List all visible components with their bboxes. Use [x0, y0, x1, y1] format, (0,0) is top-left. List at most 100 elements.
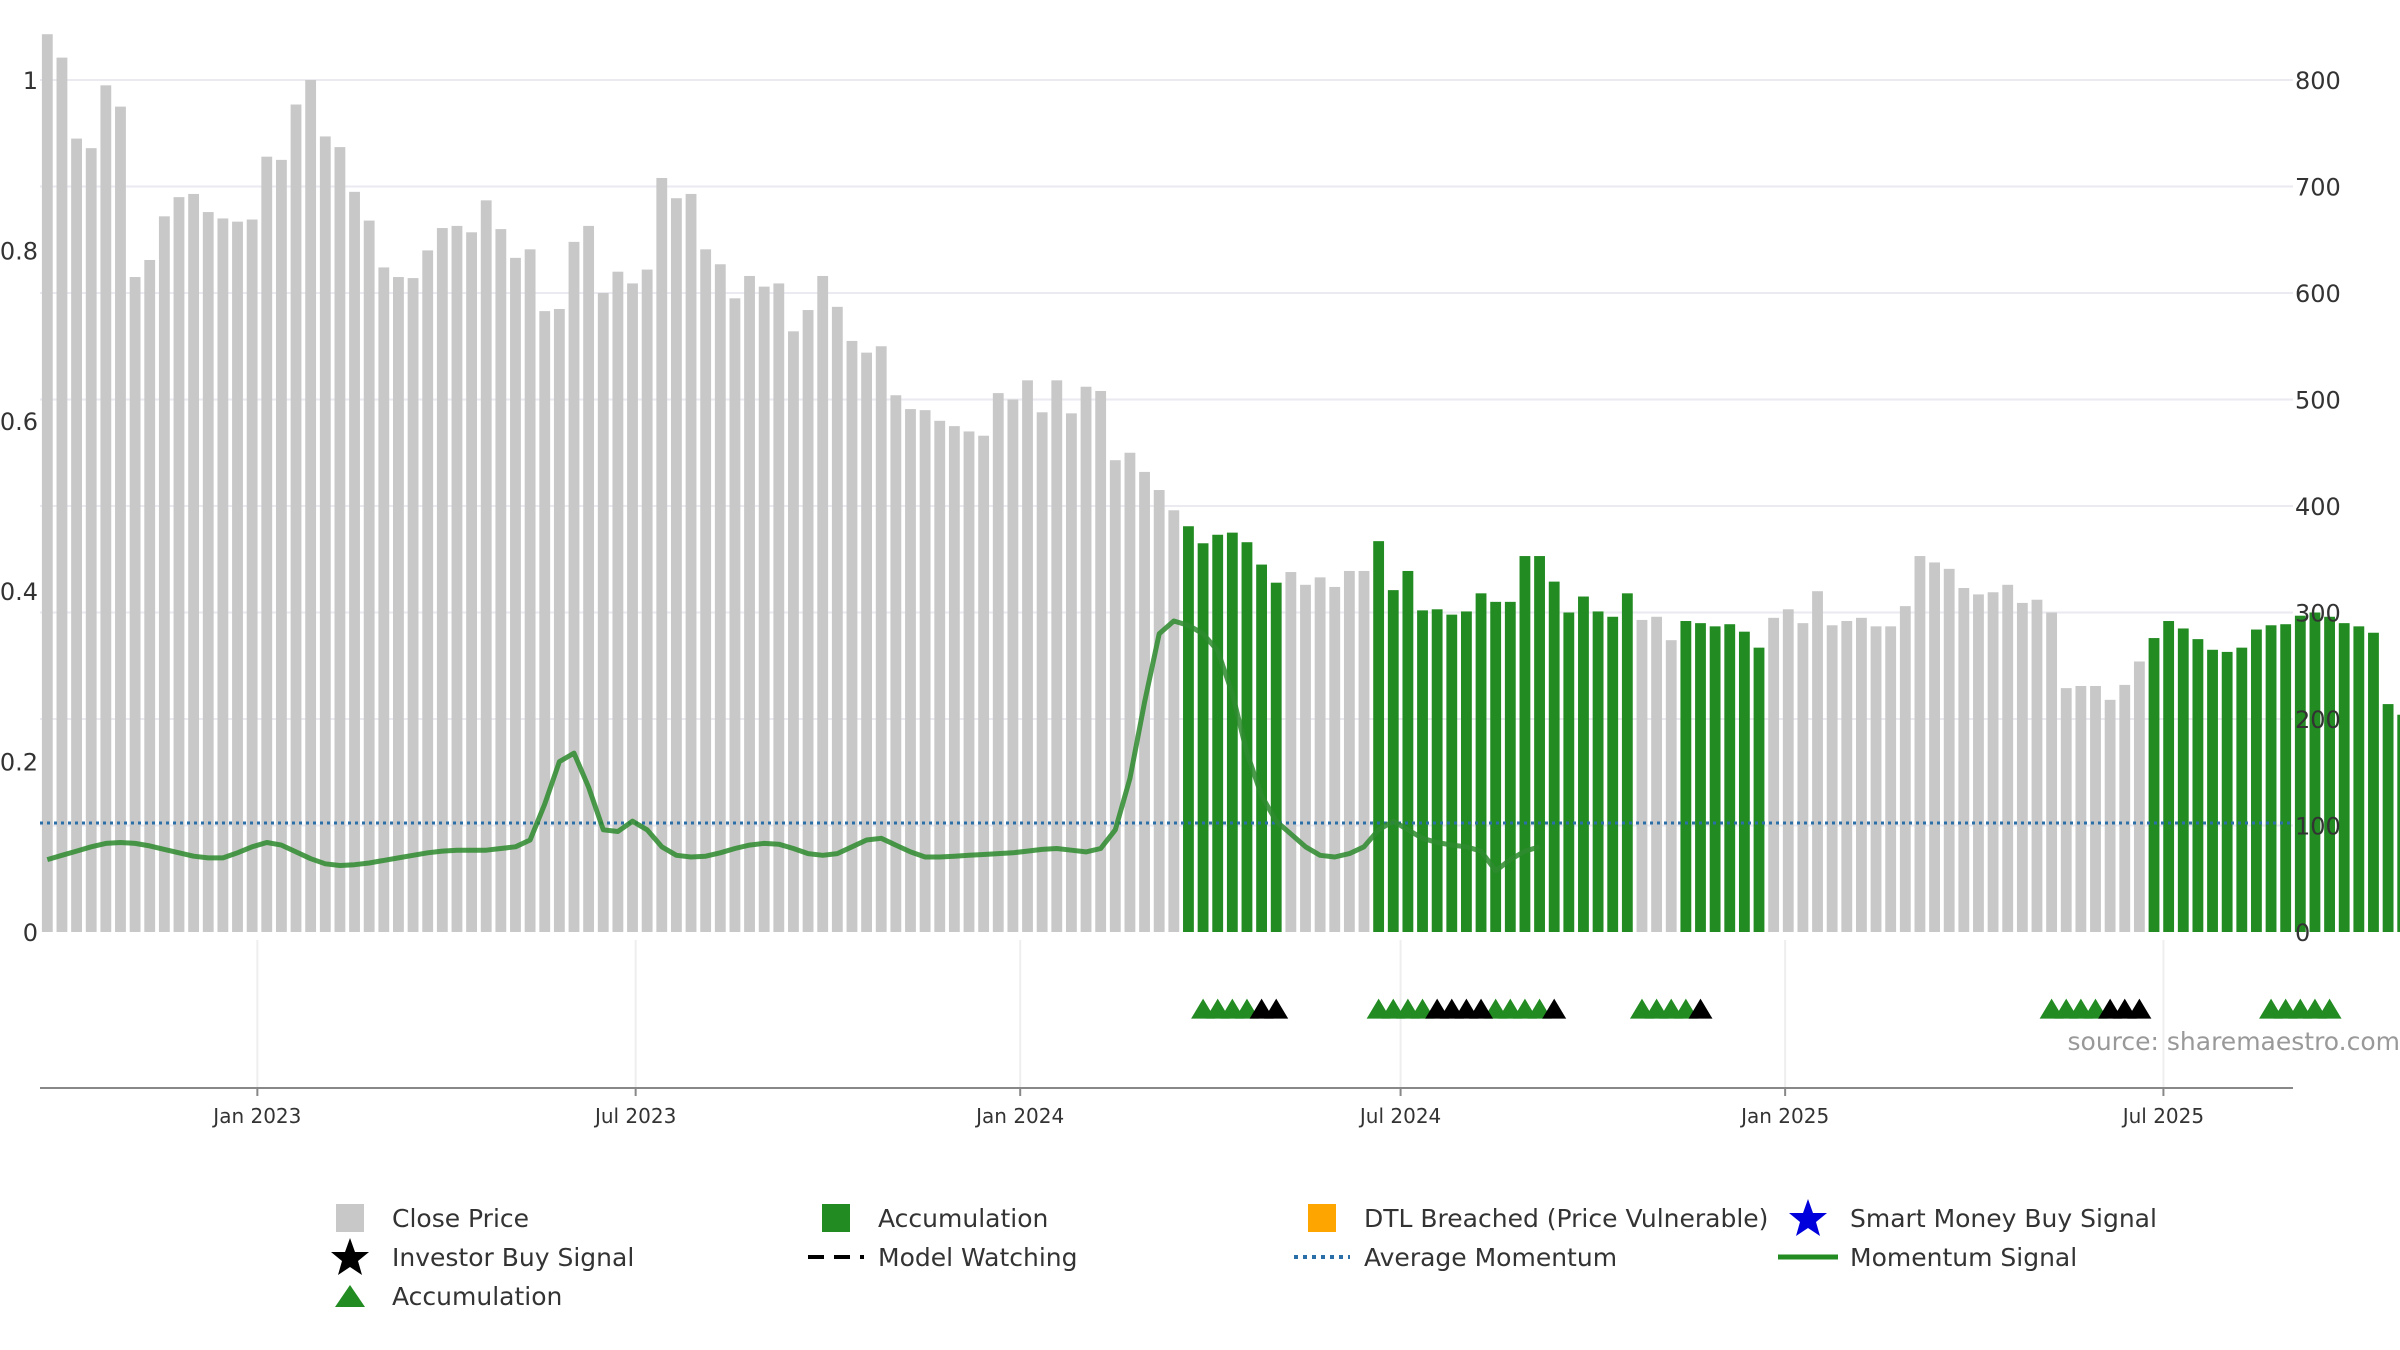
close-price-bar	[1782, 609, 1794, 932]
close-price-bar	[480, 200, 492, 933]
close-price-bar	[2075, 685, 2087, 932]
investor-buy-marker	[1469, 998, 1494, 1019]
close-price-bar	[875, 346, 887, 932]
source-label: source: sharemaestro.com	[2068, 1027, 2400, 1056]
close-price-bar	[1095, 390, 1107, 933]
close-price-bar	[1168, 510, 1180, 932]
x-tick-label: Jul 2023	[593, 1104, 676, 1128]
accumulation-bar	[1680, 621, 1692, 932]
close-price-bar	[261, 156, 273, 932]
accumulation-bar	[2280, 624, 2292, 932]
close-price-bar	[275, 159, 287, 932]
close-price-bar	[1285, 572, 1297, 932]
close-price-bar	[202, 212, 214, 932]
close-price-bar	[1665, 640, 1677, 932]
accumulation-bar	[1490, 601, 1502, 932]
close-price-bar	[451, 225, 463, 932]
close-price-bar	[539, 311, 551, 933]
close-price-bar	[773, 283, 785, 932]
accumulation-bar	[1753, 647, 1765, 932]
accumulation-bar	[1446, 614, 1458, 932]
close-price-bar	[1300, 584, 1311, 932]
right-tick-label: 500	[2295, 387, 2341, 415]
accumulation-bar	[1373, 541, 1385, 932]
accumulation-bar	[2309, 612, 2321, 932]
accumulation-bar	[2236, 647, 2248, 932]
accumulation-bar	[1738, 631, 1750, 932]
close-price-bar	[846, 340, 858, 932]
accumulation-bar	[1270, 582, 1282, 932]
accumulation-bar	[1431, 609, 1443, 932]
close-price-bar	[1914, 556, 1926, 932]
accumulation-bar	[1607, 616, 1619, 932]
close-price-bar	[407, 278, 419, 933]
accumulation-bar	[1197, 543, 1209, 932]
investor-buy-marker	[1264, 998, 1289, 1019]
close-price-bar	[817, 275, 829, 933]
close-price-bar	[71, 138, 82, 932]
momentum-signal-line	[46, 618, 1541, 874]
accumulation-bar	[1241, 542, 1253, 932]
right-tick-label: 700	[2295, 174, 2341, 202]
close-price-bar	[349, 191, 360, 932]
close-price-bar	[1885, 626, 1897, 932]
right-tick-label: 300	[2295, 600, 2341, 628]
accumulation-bar	[2397, 714, 2400, 932]
accumulation-bar	[2265, 625, 2277, 932]
close-price-bar	[685, 193, 697, 932]
close-price-bar	[1929, 562, 1940, 932]
close-price-bar	[2119, 684, 2131, 932]
left-tick-label: 0.6	[0, 408, 38, 436]
close-price-bar	[378, 267, 390, 932]
close-price-bar	[948, 426, 960, 932]
close-price-bar	[115, 106, 126, 932]
accumulation-bar	[2221, 651, 2233, 932]
left-tick-label: 0.2	[0, 749, 38, 777]
close-price-bar	[1768, 617, 1780, 932]
accumulation-bar	[1504, 601, 1516, 932]
close-price-bar	[553, 308, 565, 933]
accumulation-bar	[2148, 638, 2160, 932]
accumulation-bar	[2294, 615, 2306, 932]
accumulation-bar	[2177, 628, 2189, 932]
close-price-bar	[905, 409, 916, 933]
close-price-bar	[305, 80, 317, 932]
close-price-bar	[1124, 452, 1136, 932]
close-price-bar	[992, 393, 1004, 932]
close-price-bar	[2031, 599, 2043, 932]
close-price-bar	[1007, 399, 1019, 932]
close-price-bar	[1870, 626, 1882, 932]
close-price-bar	[583, 225, 595, 932]
accumulation-bar	[2382, 704, 2394, 932]
left-tick-label: 1	[23, 67, 38, 95]
close-price-bar	[2046, 612, 2058, 932]
x-tick-label: Jul 2025	[2121, 1104, 2204, 1128]
close-price-bar	[1358, 570, 1370, 932]
close-price-bar	[217, 218, 229, 932]
investor-buy-marker	[1688, 998, 1713, 1019]
close-price-bar	[436, 228, 448, 932]
accumulation-bar	[1460, 611, 1472, 932]
accumulation-bar	[2324, 616, 2335, 932]
x-tick-label: Jan 2023	[211, 1104, 301, 1128]
close-price-bar	[758, 286, 770, 932]
right-tick-label: 800	[2295, 67, 2341, 95]
close-price-bar	[1065, 413, 1077, 933]
close-price-bar	[919, 410, 931, 932]
accumulation-bar	[2192, 639, 2204, 932]
close-price-bar	[627, 283, 638, 932]
right-tick-label: 200	[2295, 706, 2341, 734]
close-price-bar	[363, 220, 375, 932]
close-price-bar	[56, 57, 68, 932]
close-price-bar	[1051, 380, 1063, 933]
close-price-bar	[641, 269, 653, 932]
close-price-bar	[568, 241, 580, 932]
close-price-bar	[656, 177, 668, 933]
close-price-bar	[802, 310, 814, 932]
close-price-bar	[2002, 584, 2014, 932]
close-price-bar	[1022, 380, 1033, 933]
close-price-bar	[831, 306, 843, 933]
right-tick-label: 400	[2295, 493, 2341, 521]
accumulation-bar	[1183, 526, 1194, 932]
